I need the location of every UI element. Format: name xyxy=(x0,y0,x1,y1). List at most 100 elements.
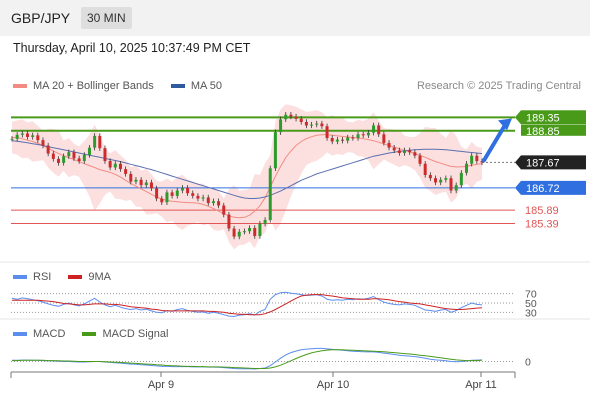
candle-body xyxy=(191,193,195,196)
candle-body xyxy=(242,231,246,233)
price-tag-187.67 xyxy=(515,155,586,170)
candle-body xyxy=(41,140,45,146)
candle-body xyxy=(372,125,376,133)
candle-body xyxy=(444,178,448,180)
candle-body xyxy=(103,148,107,162)
legend-swatch-rsi xyxy=(13,275,27,280)
candle-body xyxy=(366,132,370,136)
candle-body xyxy=(20,133,24,135)
candle-body xyxy=(346,137,350,141)
candle-body xyxy=(310,124,314,126)
candle-body xyxy=(180,187,184,191)
price-tag-text2-188.85: 188.85 xyxy=(526,126,560,138)
candle-body xyxy=(377,125,381,135)
legend-swatch-macd xyxy=(13,332,27,337)
candle-body xyxy=(279,119,283,133)
candle-body xyxy=(232,228,236,237)
candle-body xyxy=(51,153,55,159)
macd-signal-line xyxy=(12,349,483,369)
forecast-arrow-head xyxy=(498,118,512,131)
candle-body xyxy=(304,121,308,126)
legend-item-ma50: MA 50 xyxy=(170,80,223,92)
candle-body xyxy=(465,163,469,173)
price-tag-text2-189.35: 189.35 xyxy=(526,112,560,124)
candle-body xyxy=(165,192,169,203)
candle-body xyxy=(397,150,401,154)
candle-body xyxy=(475,155,479,162)
candle-body xyxy=(62,156,66,163)
candle-body xyxy=(87,147,91,155)
macd-legend: MACD MACD Signal xyxy=(13,328,182,340)
candle-body xyxy=(248,228,252,232)
legend-swatch-ma50 xyxy=(170,84,185,89)
candle-body xyxy=(31,135,35,137)
candle-body xyxy=(72,152,76,159)
candle-body xyxy=(160,198,164,203)
price-tag-top-189.35 xyxy=(515,110,586,124)
legend-item-rsi: RSI xyxy=(13,271,51,283)
candle-body xyxy=(434,178,438,183)
candle-body xyxy=(423,163,427,175)
candle-body xyxy=(361,134,365,136)
candle-body xyxy=(413,152,417,156)
candle-body xyxy=(253,228,257,237)
candle-body xyxy=(175,190,179,196)
candle-body xyxy=(222,205,226,215)
candle-body xyxy=(289,114,293,117)
candle-body xyxy=(284,114,288,120)
candle-body xyxy=(196,195,200,199)
candle-body xyxy=(428,174,432,179)
main-legend: MA 20 + Bollinger Bands MA 50 xyxy=(13,80,236,92)
candle-body xyxy=(82,154,86,162)
candle-body xyxy=(139,179,143,186)
candle-body xyxy=(124,169,128,174)
forecast-arrow-shaft xyxy=(482,121,508,163)
candle-body xyxy=(206,197,210,204)
candle-body xyxy=(439,179,443,183)
candle-body xyxy=(341,139,345,141)
candle-body xyxy=(320,123,324,127)
candle-body xyxy=(459,172,463,186)
candle-body xyxy=(330,138,334,142)
candle-body xyxy=(263,219,267,224)
candle-body xyxy=(470,155,474,164)
legend-item-macd: MACD xyxy=(13,328,65,340)
candle-body xyxy=(129,173,133,182)
candle-body xyxy=(268,168,272,220)
legend-label-ma50: MA 50 xyxy=(190,80,223,92)
candle-body xyxy=(186,187,190,194)
candle-body xyxy=(144,182,148,186)
candle-body xyxy=(25,133,29,137)
candle-body xyxy=(418,155,422,164)
interval-button[interactable]: 30 MIN xyxy=(81,7,132,29)
rsi-tick-30: 30 xyxy=(525,307,537,319)
rsi-9ma-line xyxy=(12,294,483,316)
candle-body xyxy=(201,197,205,199)
candle-body xyxy=(108,161,112,168)
legend-label-macd: MACD xyxy=(33,328,66,340)
legend-label-rsi: RSI xyxy=(33,271,52,283)
candle-body xyxy=(299,118,303,122)
candle-body xyxy=(77,158,81,162)
candle-body xyxy=(217,201,221,206)
legend-item-9ma: 9MA xyxy=(68,271,111,283)
legend-label-macd-signal: MACD Signal xyxy=(102,328,169,340)
candle-body xyxy=(227,214,231,229)
candle-body xyxy=(46,145,50,154)
candle-body xyxy=(258,223,262,237)
candle-body xyxy=(273,132,277,169)
candle-body xyxy=(351,137,355,139)
price-tag-186.72 xyxy=(515,180,586,195)
candle-body xyxy=(294,116,298,119)
legend-swatch-9ma xyxy=(68,275,83,280)
candle-body xyxy=(408,150,412,153)
candle-body xyxy=(149,182,153,189)
candle-body xyxy=(237,231,241,237)
candle-body xyxy=(335,139,339,142)
price-label-185.89: 185.89 xyxy=(525,205,559,217)
price-label-185.39: 185.39 xyxy=(525,218,559,230)
legend-label-ma20: MA 20 + Bollinger Bands xyxy=(33,80,154,92)
rsi-tick-70: 70 xyxy=(525,289,537,301)
candle-body xyxy=(67,152,71,157)
